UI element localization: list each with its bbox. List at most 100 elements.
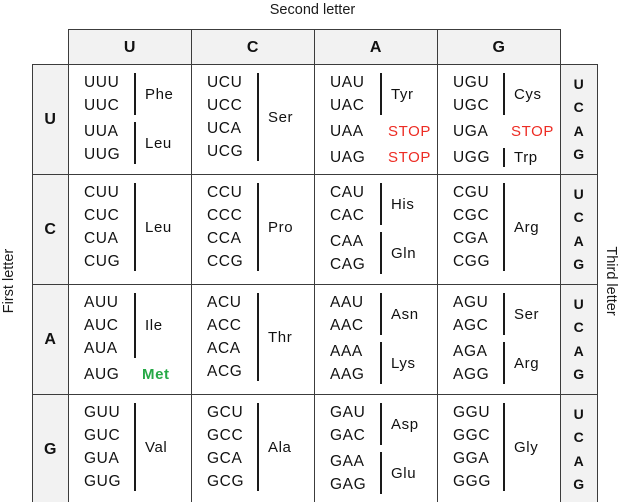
- codon-list: UGG: [453, 146, 503, 169]
- codon: CAC: [330, 207, 365, 224]
- amino-acid-label: His: [391, 195, 415, 213]
- second-letter-header-G: G: [437, 29, 561, 65]
- codon-group: CAU CAC His: [330, 181, 437, 227]
- codon: ACG: [207, 363, 243, 380]
- codon-group: GAA GAG Glu: [330, 450, 437, 496]
- bracket-line: [380, 342, 382, 384]
- cell-content: AAU AAC Asn AAA AAG Lys: [315, 285, 437, 386]
- codon-group: UAA STOP: [330, 120, 437, 143]
- amino-acid-label: Lys: [391, 354, 416, 372]
- codon: CAA: [330, 233, 364, 250]
- third-letter: C: [573, 99, 585, 115]
- codon-cell-AA: AAU AAC Asn AAA AAG Lys: [314, 284, 438, 395]
- first-letter-header-U: U: [32, 64, 69, 175]
- third-letter: G: [573, 256, 585, 272]
- amino-acid-label: Ser: [514, 305, 540, 323]
- stop-label: STOP: [388, 149, 431, 166]
- third-letter: U: [573, 75, 585, 92]
- codon: CUC: [84, 207, 120, 224]
- codon: UCG: [207, 143, 244, 160]
- codon-list: GUU GUC GUA GUG: [84, 401, 134, 493]
- codon-list: UAU UAC: [330, 71, 380, 117]
- stop-label: STOP: [388, 123, 431, 140]
- codon-cell-AG: AGU AGC Ser AGA AGG Arg: [437, 284, 561, 395]
- codon-group: UCU UCC UCA UCG Ser: [207, 71, 314, 163]
- codon-list: GGU GGC GGA GGG: [453, 401, 503, 493]
- first-letter-title: First letter: [1, 248, 17, 314]
- codon: CUG: [84, 253, 121, 270]
- codon: AGC: [453, 317, 489, 334]
- codon: CUU: [84, 184, 120, 201]
- codon: AAU: [330, 294, 364, 311]
- codon-cell-UU: UUU UUC Phe UUA UUG Leu: [68, 64, 192, 175]
- codon: GAA: [330, 453, 365, 470]
- bracket-line: [380, 452, 382, 494]
- codon: AAG: [330, 366, 365, 383]
- codon-cell-AC: ACU ACC ACA ACG Thr: [191, 284, 315, 395]
- codon: GCA: [207, 450, 243, 467]
- third-letter: C: [573, 429, 585, 445]
- amino-acid-label: Gly: [514, 438, 539, 456]
- codon-group: GCU GCC GCA GCG Ala: [207, 401, 314, 493]
- bracket-line: [503, 403, 505, 491]
- codon: GGA: [453, 450, 490, 467]
- amino-acid-label: Thr: [268, 328, 293, 346]
- codon: ACA: [207, 340, 241, 357]
- codon-list: UCU UCC UCA UCG: [207, 71, 257, 163]
- codon: GCC: [207, 427, 244, 444]
- codon: CAU: [330, 184, 365, 201]
- codon-row-C: C CUU CUC CUA CUG Leu CCU CCC CCA CCG Pro CAU CAC His…: [32, 174, 598, 285]
- codon-list: CAU CAC: [330, 181, 380, 227]
- bracket-line: [503, 73, 505, 115]
- codon: CGC: [453, 207, 490, 224]
- cell-content: AUU AUC AUA Ile AUG Met: [69, 285, 191, 386]
- codon: UCA: [207, 120, 242, 137]
- codon-group: UGG Trp: [453, 146, 560, 169]
- bracket-line: [380, 403, 382, 445]
- codon-list: AUU AUC AUA: [84, 291, 134, 360]
- cell-content: ACU ACC ACA ACG Thr: [192, 285, 314, 383]
- codon: UAG: [330, 149, 366, 166]
- codon: UAC: [330, 97, 365, 114]
- codon: GCG: [207, 473, 245, 490]
- codon: CAG: [330, 256, 366, 273]
- bracket-line: [380, 183, 382, 225]
- corner-spacer: [32, 29, 69, 65]
- cell-content: CCU CCC CCA CCG Pro: [192, 175, 314, 273]
- codon-group: ACU ACC ACA ACG Thr: [207, 291, 314, 383]
- codon-list: GAA GAG: [330, 450, 380, 496]
- codon: AUA: [84, 340, 118, 357]
- codon: UUG: [84, 146, 121, 163]
- cell-content: UAU UAC Tyr UAA STOP UAG STOP: [315, 65, 437, 169]
- codon: UUC: [84, 97, 120, 114]
- codon: UGG: [453, 149, 491, 166]
- codon-list: CUU CUC CUA CUG: [84, 181, 134, 273]
- bracket-line: [257, 73, 259, 161]
- amino-acid-label: Gln: [391, 244, 417, 262]
- first-letter-header-A: A: [32, 284, 69, 395]
- codon-list: UAG: [330, 146, 380, 169]
- cell-content: GAU GAC Asp GAA GAG Glu: [315, 395, 437, 496]
- stop-label: STOP: [511, 123, 554, 140]
- amino-acid-label: Arg: [514, 218, 540, 236]
- codon: CCG: [207, 253, 244, 270]
- amino-acid-label: Asp: [391, 415, 419, 433]
- bracket-line: [503, 342, 505, 384]
- codon-list: GAU GAC: [330, 401, 380, 447]
- codon: UGC: [453, 97, 490, 114]
- codon: GAG: [330, 476, 367, 493]
- amino-acid-label: Phe: [145, 85, 174, 103]
- first-letter-header-C: C: [32, 174, 69, 285]
- codon: AGU: [453, 294, 489, 311]
- third-letter: G: [573, 146, 585, 162]
- third-letter: G: [573, 476, 585, 492]
- amino-acid-label: Ala: [268, 438, 292, 456]
- codon: UGU: [453, 74, 490, 91]
- bracket-line: [134, 293, 136, 358]
- codon-cell-GG: GGU GGC GGA GGG Gly: [437, 394, 561, 502]
- bracket-line: [134, 122, 136, 164]
- codon-group: AUG Met: [84, 363, 191, 386]
- cell-content: GCU GCC GCA GCG Ala: [192, 395, 314, 493]
